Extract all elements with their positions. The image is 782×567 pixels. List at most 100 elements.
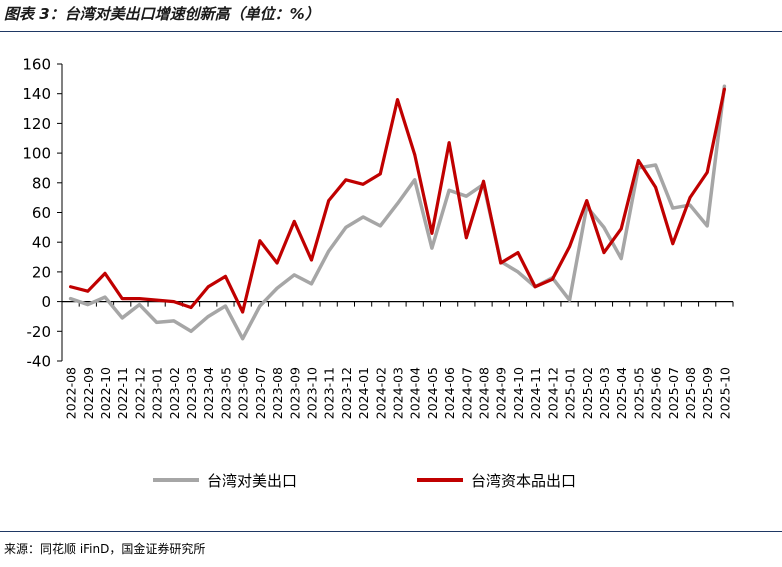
data-point <box>138 303 141 306</box>
y-axis: -40 -20 0 20 40 60 80 100 120 140 160 <box>22 56 63 371</box>
x-tick-label: 2025-03 <box>597 367 612 419</box>
x-tick-label: 2023-09 <box>287 367 302 419</box>
data-point <box>688 196 692 200</box>
x-tick-label: 2023-04 <box>201 367 216 419</box>
data-point <box>636 159 640 162</box>
data-point <box>464 194 468 198</box>
data-point <box>292 220 296 223</box>
y-tick-label: 80 <box>32 174 51 192</box>
data-point <box>602 251 606 254</box>
data-point <box>516 251 520 254</box>
data-point <box>619 227 623 231</box>
chart-title: 图表 3：台湾对美出口增速创新高（单位：%） <box>4 5 320 23</box>
data-point <box>206 285 210 289</box>
data-point <box>722 84 726 88</box>
data-point <box>722 87 726 91</box>
data-point <box>516 270 520 274</box>
data-point <box>396 202 399 205</box>
data-point <box>413 153 417 156</box>
legend-label: 台湾资本品出口 <box>471 472 576 490</box>
x-tick-label: 2023-10 <box>304 367 319 419</box>
x-tick-label: 2025-05 <box>631 367 646 419</box>
y-tick-label: 0 <box>41 293 51 311</box>
title-divider <box>0 31 782 32</box>
x-tick-label: 2023-01 <box>150 367 165 419</box>
data-point <box>568 298 571 302</box>
y-tick-label: 120 <box>22 115 51 133</box>
x-tick-label: 2024-07 <box>459 367 474 419</box>
x-tick-label: 2022-10 <box>98 367 113 419</box>
x-tick-label: 2024-04 <box>408 367 423 419</box>
series-layer <box>68 84 727 341</box>
x-tick-label: 2025-02 <box>580 367 595 419</box>
source-note: 来源：同花顺 iFinD，国金证券研究所 <box>4 542 206 556</box>
x-tick-label: 2025-10 <box>717 367 732 419</box>
y-tick-label: 20 <box>32 263 51 281</box>
data-point <box>120 316 124 320</box>
data-point <box>430 231 434 235</box>
legend: 台湾对美出口 台湾资本品出口 <box>153 472 576 490</box>
data-point <box>550 277 554 281</box>
data-point <box>189 306 193 309</box>
data-point <box>654 163 657 167</box>
data-point <box>464 236 468 240</box>
data-point <box>585 199 589 203</box>
y-tick-label: -20 <box>27 323 52 341</box>
data-point <box>482 179 485 183</box>
data-point <box>172 300 176 303</box>
x-tick-label: 2025-06 <box>649 367 664 419</box>
data-point <box>275 286 279 290</box>
data-point <box>258 239 262 243</box>
data-point <box>310 282 313 286</box>
x-tick-label: 2022-08 <box>64 367 79 419</box>
data-point <box>327 249 331 253</box>
data-point <box>361 215 365 219</box>
data-point <box>224 274 227 278</box>
x-tick-label: 2024-08 <box>477 367 492 419</box>
x-tick-label: 2025-04 <box>614 367 629 419</box>
legend-label: 台湾对美出口 <box>207 472 297 490</box>
x-tick-label: 2025-08 <box>683 367 698 419</box>
data-point <box>447 141 451 145</box>
y-tick-label: 40 <box>32 234 51 252</box>
data-point <box>568 245 571 249</box>
data-point <box>155 298 159 302</box>
x-tick-label: 2023-12 <box>339 367 354 419</box>
data-point <box>671 242 675 246</box>
data-point <box>361 182 365 186</box>
x-tick-label: 2023-06 <box>236 367 251 419</box>
x-tick-label: 2023-03 <box>184 367 199 419</box>
data-point <box>447 188 451 192</box>
x-tick-label: 2025-01 <box>563 367 578 419</box>
data-point <box>671 206 675 210</box>
data-point <box>189 329 193 333</box>
y-tick-label: 60 <box>32 204 51 222</box>
data-point <box>705 224 709 228</box>
x-tick-label: 2023-02 <box>167 367 182 419</box>
data-point <box>344 225 348 229</box>
data-point <box>103 271 107 275</box>
data-point <box>396 98 399 102</box>
data-point <box>224 304 227 308</box>
data-point <box>292 273 296 277</box>
data-point <box>413 178 417 182</box>
data-point <box>654 185 657 189</box>
data-point <box>69 297 73 301</box>
y-tick-label: 140 <box>22 85 51 103</box>
data-point <box>69 285 73 289</box>
data-point <box>430 246 434 250</box>
data-point <box>378 224 382 228</box>
y-tick-label: -40 <box>27 353 52 371</box>
x-tick-label: 2023-07 <box>253 367 268 419</box>
x-tick-label: 2024-06 <box>442 367 457 419</box>
x-tick-label: 2022-09 <box>81 367 96 419</box>
x-tick-label: 2024-11 <box>528 367 543 419</box>
source-divider <box>0 531 782 532</box>
x-tick-label: 2023-11 <box>322 367 337 419</box>
data-point <box>602 225 606 229</box>
data-point <box>241 310 245 314</box>
x-tick-label: 2024-01 <box>356 367 371 419</box>
x-tick-label: 2025-07 <box>666 367 681 419</box>
x-tick-label: 2023-05 <box>218 367 233 419</box>
x-tick-label: 2024-10 <box>511 367 526 419</box>
